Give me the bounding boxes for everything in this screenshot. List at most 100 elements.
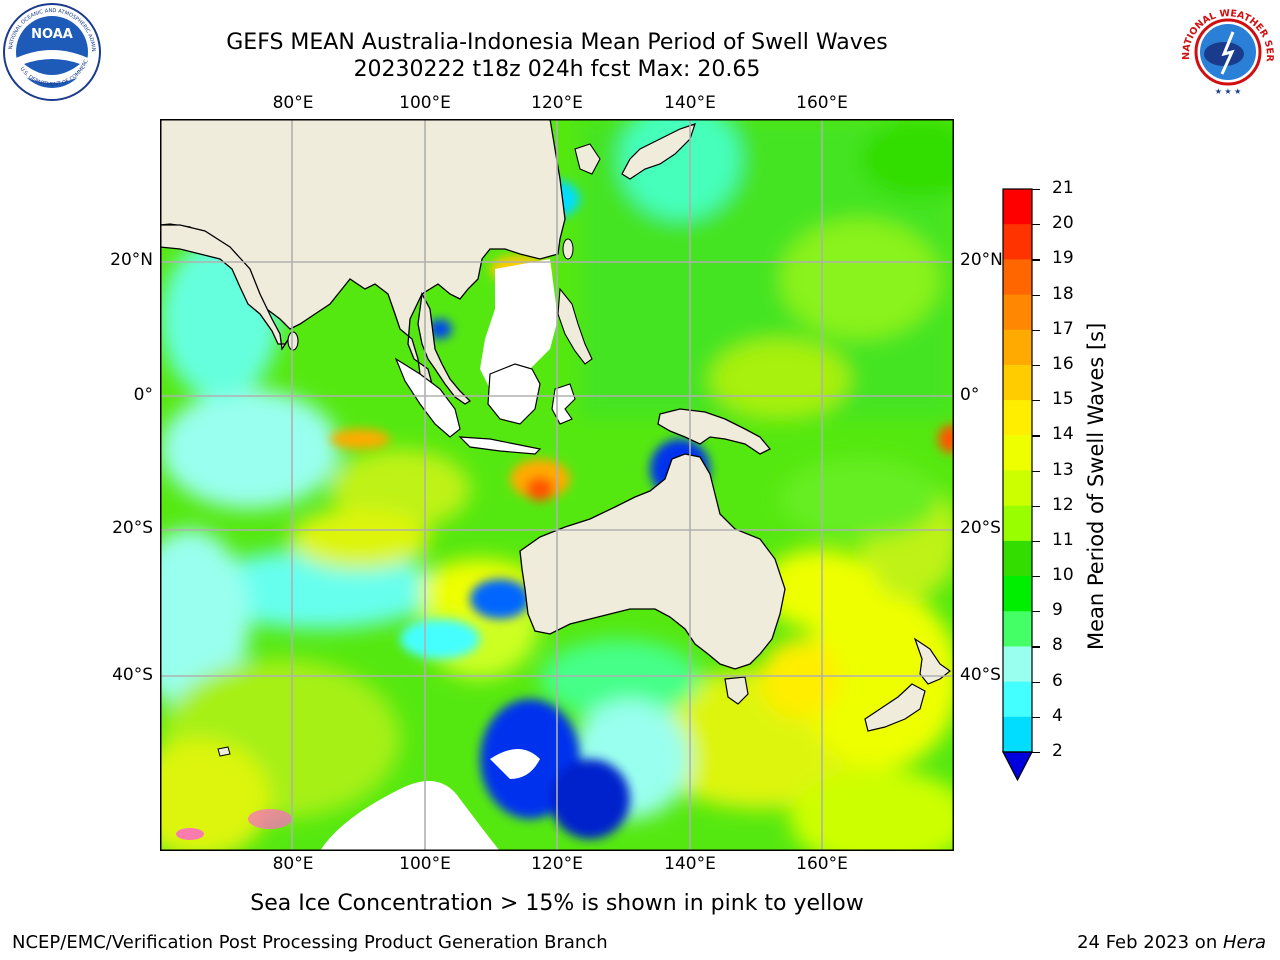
colorbar-tick-label: 11 [1052, 529, 1074, 550]
colorbar-segment [1003, 540, 1032, 577]
colorbar-tick-label: 12 [1052, 494, 1074, 515]
swell-period-map [160, 119, 954, 851]
lon-label-top-120e: 120°E [531, 93, 583, 113]
lon-label-top-140e: 140°E [664, 93, 716, 113]
land-australia [519, 453, 786, 670]
colorbar-tick-mark [1032, 752, 1040, 754]
colorbar-segment [1003, 364, 1032, 401]
lon-label-bottom-120e: 120°E [531, 854, 583, 874]
colorbar-segment [1003, 505, 1032, 542]
footer-date: 24 Feb 2023 on Hera [1077, 932, 1266, 953]
lat-label-left-20s: 20°S [112, 518, 153, 538]
swell-field-patches [160, 119, 954, 851]
colorbar-tick-mark [1032, 470, 1040, 472]
land-india [160, 224, 291, 351]
land-sumatra [394, 357, 461, 438]
colorbar-segment [1003, 189, 1032, 225]
colorbar-tick-mark [1032, 189, 1040, 191]
land-tasmania [724, 676, 749, 705]
colorbar-tick-label: 2 [1052, 741, 1063, 761]
land-borneo [487, 363, 541, 425]
colorbar-segment [1003, 400, 1032, 436]
colorbar-segment [1003, 646, 1032, 683]
colorbar-tick-mark [1032, 294, 1040, 296]
colorbar-tick-mark [1032, 329, 1040, 331]
colorbar-tick-mark [1032, 716, 1040, 718]
footer-host: Hera [1222, 932, 1266, 953]
sea-ice-note: Sea Ice Concentration > 15% is shown in … [250, 891, 864, 916]
colorbar-tick-mark [1032, 576, 1040, 578]
colorbar-tick-label: 14 [1052, 424, 1074, 445]
ice-region-south [320, 781, 500, 851]
colorbar [1002, 188, 1033, 782]
sea-ice-concentration-marks [176, 828, 204, 840]
colorbar-tick-mark [1032, 435, 1040, 437]
colorbar-segment [1003, 259, 1032, 296]
land-philippines [557, 287, 593, 365]
footer-date-text: 24 Feb 2023 on [1077, 932, 1223, 953]
colorbar-segment [1003, 716, 1032, 753]
lon-label-bottom-80e: 80°E [272, 854, 314, 874]
land-sri-lanka [287, 331, 299, 351]
colorbar-segment [1003, 435, 1032, 471]
colorbar-label: Mean Period of Swell Waves [s] [1084, 322, 1108, 650]
colorbar-tick-label: 4 [1052, 705, 1063, 726]
lat-label-left-0: 0° [133, 385, 153, 405]
colorbar-tick-label: 21 [1052, 178, 1074, 198]
colorbar-segment [1003, 681, 1032, 718]
noaa-logo: NOAA NATIONAL OCEANIC AND ATMOSPHERIC AD… [2, 2, 101, 101]
lon-label-bottom-140e: 140°E [664, 854, 716, 874]
lat-label-right-0: 0° [960, 385, 980, 405]
map-border [160, 119, 954, 851]
colorbar-tick-mark [1032, 364, 1040, 367]
land-new-zealand-north [913, 637, 952, 685]
colorbar-tick-label: 18 [1052, 283, 1074, 304]
colorbar-tick-mark [1032, 505, 1040, 507]
map-title: GEFS MEAN Australia-Indonesia Mean Perio… [226, 30, 888, 55]
land-new-zealand-south [864, 683, 926, 732]
land-indochina [417, 291, 472, 405]
colorbar-segment [1003, 224, 1032, 260]
colorbar-extend-arrow [1002, 751, 1033, 782]
lat-label-left-20n: 20°N [110, 250, 153, 270]
colorbar-tick-label: 8 [1052, 635, 1063, 656]
lat-label-right-20s: 20°S [960, 518, 1001, 538]
colorbar-tick-label: 13 [1052, 459, 1074, 480]
colorbar-tick-mark [1032, 224, 1040, 226]
colorbar-tick-mark [1032, 400, 1040, 402]
colorbar-segment [1003, 329, 1032, 366]
colorbar-tick-mark [1032, 259, 1040, 261]
footer-credit: NCEP/EMC/Verification Post Processing Pr… [12, 932, 608, 953]
colorbar-segment [1003, 470, 1032, 507]
colorbar-tick-label: 6 [1052, 670, 1063, 691]
colorbar-segment [1003, 294, 1032, 331]
colorbar-segment [1003, 576, 1032, 612]
colorbar-tick-label: 15 [1052, 389, 1074, 410]
colorbar-tick-label: 16 [1052, 353, 1074, 374]
colorbar-tick-label: 17 [1052, 318, 1074, 339]
nws-logo: NATIONAL WEATHER SERVICE ★ ★ ★ [1178, 2, 1276, 100]
colorbar-tick-mark [1032, 681, 1040, 683]
land-japan [621, 123, 696, 180]
colorbar-tick-label: 10 [1052, 565, 1074, 586]
lat-label-right-40s: 40°S [960, 665, 1001, 685]
lon-label-top-160e: 160°E [796, 93, 848, 113]
lon-label-top-100e: 100°E [399, 93, 451, 113]
colorbar-tick-mark [1032, 646, 1040, 648]
land-new-guinea [657, 408, 772, 455]
colorbar-tick-mark [1032, 611, 1040, 613]
lat-label-left-40s: 40°S [112, 665, 153, 685]
svg-text:★ ★ ★: ★ ★ ★ [1215, 87, 1242, 96]
map-subtitle: 20230222 t18z 024h fcst Max: 20.65 [353, 57, 761, 82]
lon-label-bottom-160e: 160°E [796, 854, 848, 874]
colorbar-segment [1003, 611, 1032, 647]
lon-label-top-80e: 80°E [272, 93, 314, 113]
colorbar-tick-label: 20 [1052, 213, 1074, 234]
colorbar-tick-label: 19 [1052, 248, 1074, 269]
colorbar-tick-mark [1032, 540, 1040, 543]
graticule [160, 119, 954, 851]
noaa-logo-text: NOAA [31, 27, 73, 42]
land-java [458, 436, 542, 455]
lat-label-right-20n: 20°N [960, 250, 1003, 270]
colorbar-tick-label: 9 [1052, 600, 1063, 621]
